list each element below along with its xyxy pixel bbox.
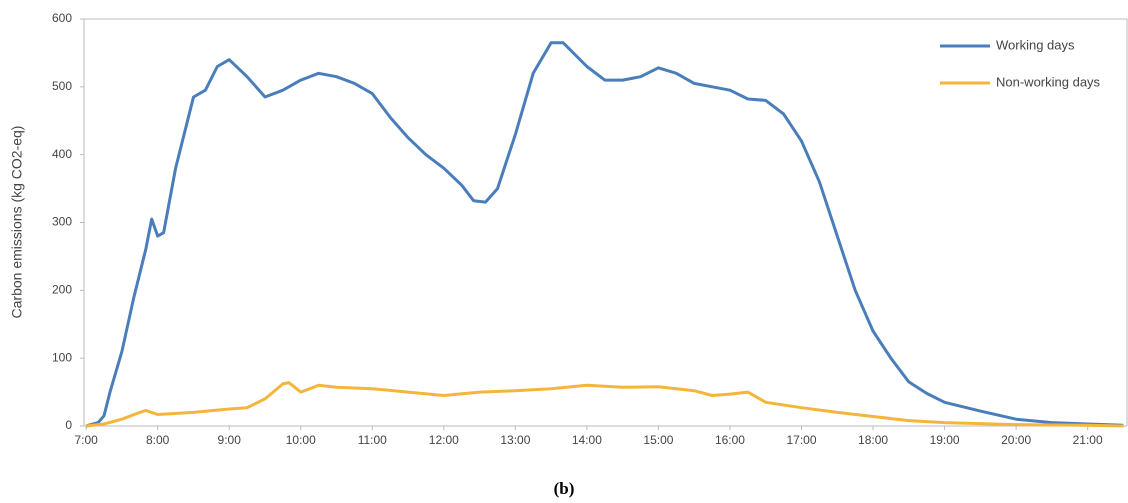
y-axis-label: Carbon emissions (kg CO2-eq) — [9, 126, 25, 319]
x-tick-label: 7:00 — [74, 433, 98, 447]
x-tick-label: 18:00 — [858, 433, 888, 447]
x-tick-label: 14:00 — [572, 433, 602, 447]
y-tick-label: 0 — [65, 418, 72, 432]
y-tick-label: 200 — [52, 283, 72, 297]
y-tick-label: 400 — [52, 147, 72, 161]
x-tick-label: 9:00 — [218, 433, 242, 447]
y-tick-label: 600 — [52, 11, 72, 25]
x-tick-label: 10:00 — [286, 433, 316, 447]
legend-label: Working days — [996, 37, 1075, 52]
y-tick-label: 100 — [52, 350, 72, 364]
caption: (b) — [554, 479, 575, 498]
line — [85, 41, 1124, 428]
x-tick-label: 21:00 — [1073, 433, 1103, 447]
line — [85, 381, 1124, 428]
x-tick-label: 13:00 — [500, 433, 530, 447]
y-tick-label: 300 — [52, 215, 72, 229]
y-tick-label: 500 — [52, 79, 72, 93]
x-tick-label: 15:00 — [643, 433, 673, 447]
x-tick-label: 12:00 — [429, 433, 459, 447]
x-tick-label: 11:00 — [358, 433, 387, 447]
x-tick-label: 17:00 — [786, 433, 816, 447]
x-tick-label: 20:00 — [1001, 433, 1031, 447]
x-tick-label: 16:00 — [715, 433, 745, 447]
x-tick-label: 19:00 — [930, 433, 960, 447]
x-tick-label: 8:00 — [146, 433, 170, 447]
legend-label: Non-working days — [996, 74, 1101, 89]
